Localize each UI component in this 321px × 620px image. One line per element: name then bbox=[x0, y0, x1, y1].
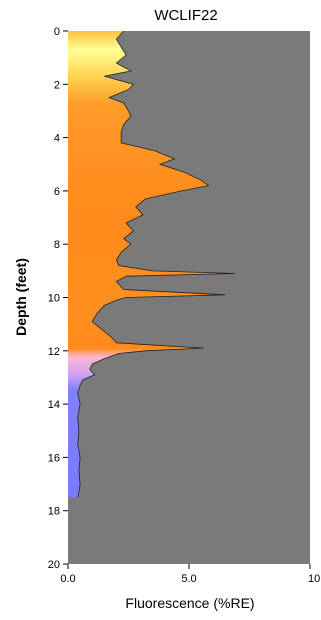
fluorescence-area bbox=[68, 31, 235, 498]
chart-title: WCLIF22 bbox=[154, 7, 217, 24]
y-tick-label: 14 bbox=[48, 399, 60, 411]
y-tick-label: 18 bbox=[48, 506, 60, 518]
x-tick-label: 0.0 bbox=[60, 573, 75, 585]
y-tick-label: 4 bbox=[54, 133, 60, 145]
y-tick-label: 0 bbox=[54, 26, 60, 38]
x-axis-label: Fluorescence (%RE) bbox=[125, 595, 254, 611]
y-tick-label: 12 bbox=[48, 346, 60, 358]
x-axis: 0.0 5.0 10.0 bbox=[60, 564, 321, 585]
y-tick-label: 20 bbox=[48, 559, 60, 571]
y-tick-label: 10 bbox=[48, 293, 60, 305]
y-tick-label: 16 bbox=[48, 452, 60, 464]
x-tick-label: 10.0 bbox=[308, 573, 321, 585]
fluorescence-line bbox=[77, 30, 236, 498]
y-tick-label: 6 bbox=[54, 186, 60, 198]
y-axis: 0 2 4 6 8 10 12 14 16 18 20 bbox=[48, 26, 68, 571]
x-tick-label: 5.0 bbox=[181, 573, 196, 585]
plot-area bbox=[68, 30, 310, 564]
y-axis-label: Depth (feet) bbox=[13, 258, 29, 336]
y-tick-label: 2 bbox=[54, 79, 60, 91]
y-tick-label: 8 bbox=[54, 239, 60, 251]
